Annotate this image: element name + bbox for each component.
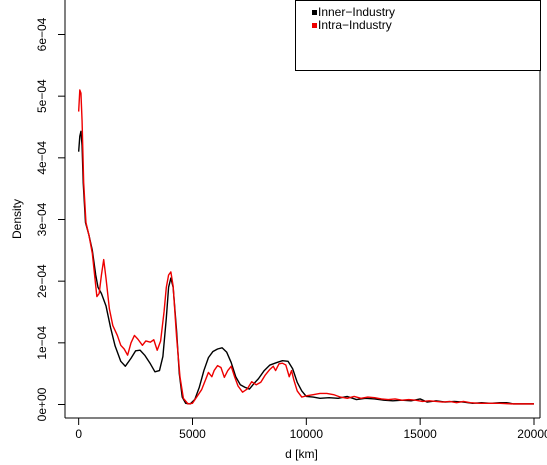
x-tick-label: 0 <box>75 427 82 441</box>
legend: Inner−Industry Intra−Industry <box>295 0 541 71</box>
legend-box <box>295 0 541 71</box>
legend-label-inner-industry: Inner−Industry <box>318 5 395 19</box>
series-line-intra-industry <box>77 89 534 405</box>
y-tick-label: 5e−04 <box>35 79 49 113</box>
x-tick-label: 10000 <box>290 427 324 441</box>
y-tick-label: 0e+00 <box>35 387 49 421</box>
y-axis: 0e+00 1e−04 2e−04 3e−04 4e−04 5e−04 6e−04 <box>35 17 65 421</box>
x-axis-title: d [km] <box>285 447 318 461</box>
x-tick-label: 5000 <box>179 427 206 441</box>
x-tick-label: 15000 <box>403 427 437 441</box>
y-axis-title: Density <box>10 199 24 239</box>
x-axis: 0 5000 10000 15000 20000 <box>75 418 547 441</box>
y-tick-label: 4e−04 <box>35 141 49 175</box>
series-layer <box>77 89 534 405</box>
legend-label-intra-industry: Intra−Industry <box>318 18 392 32</box>
y-tick-label: 1e−04 <box>35 326 49 360</box>
y-tick-label: 6e−04 <box>35 17 49 51</box>
x-tick-label: 20000 <box>517 427 547 441</box>
y-tick-label: 3e−04 <box>35 202 49 236</box>
legend-key-inner-industry <box>312 10 317 15</box>
legend-key-intra-industry <box>312 23 317 28</box>
y-tick-label: 2e−04 <box>35 264 49 298</box>
